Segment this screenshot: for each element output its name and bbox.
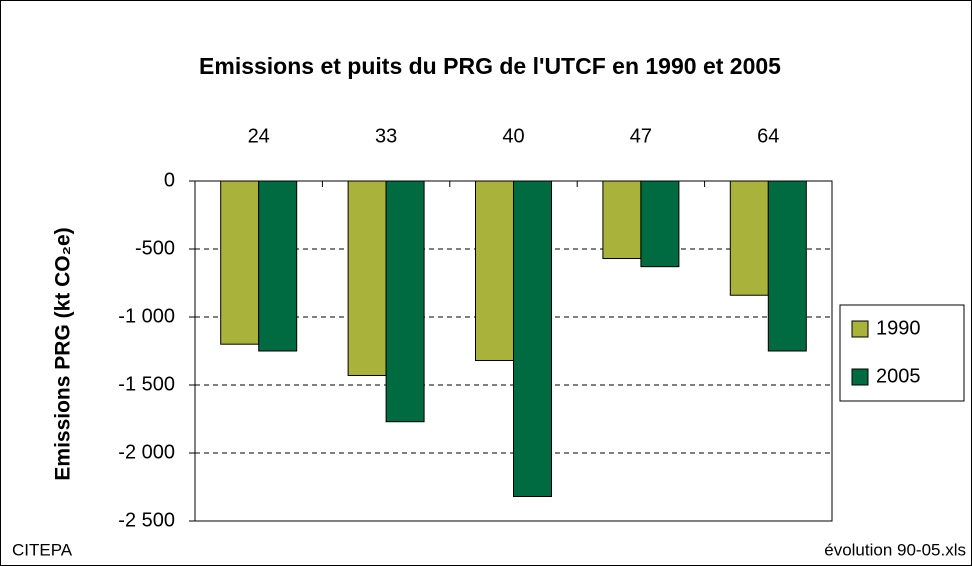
bar bbox=[640, 180, 680, 268]
x-tick-label: 33 bbox=[375, 125, 397, 147]
legend-label: 2005 bbox=[876, 365, 921, 387]
legend-label: 1990 bbox=[876, 317, 921, 339]
y-tick-label: -2 500 bbox=[118, 509, 175, 531]
y-tick-label: -1 500 bbox=[118, 373, 175, 395]
bar bbox=[258, 180, 298, 352]
bar bbox=[729, 180, 769, 296]
source-note: CITEPA bbox=[12, 540, 73, 559]
legend-swatch bbox=[851, 320, 869, 338]
y-axis-label: Emissions PRG (kt CO₂e) bbox=[52, 227, 75, 480]
file-note: évolution 90-05.xls bbox=[824, 540, 966, 559]
y-tick-label: 0 bbox=[164, 169, 175, 191]
bar bbox=[347, 180, 387, 376]
bar bbox=[220, 180, 260, 345]
bar bbox=[475, 180, 514, 362]
legend-swatch bbox=[851, 368, 869, 386]
plot-border bbox=[194, 180, 833, 522]
y-tick-label: -2 000 bbox=[118, 441, 175, 463]
x-tick-label: 64 bbox=[757, 125, 779, 147]
x-tick-label: 47 bbox=[630, 125, 652, 147]
bar bbox=[767, 180, 807, 352]
bar bbox=[385, 180, 425, 423]
y-tick-label: -1 000 bbox=[118, 305, 175, 327]
chart-title: Emissions et puits du PRG de l'UTCF en 1… bbox=[199, 53, 781, 79]
x-tick-label: 40 bbox=[502, 125, 524, 147]
bar bbox=[602, 180, 642, 260]
y-tick-label: -500 bbox=[135, 237, 175, 259]
bar bbox=[513, 180, 552, 498]
x-tick-label: 24 bbox=[248, 125, 270, 147]
